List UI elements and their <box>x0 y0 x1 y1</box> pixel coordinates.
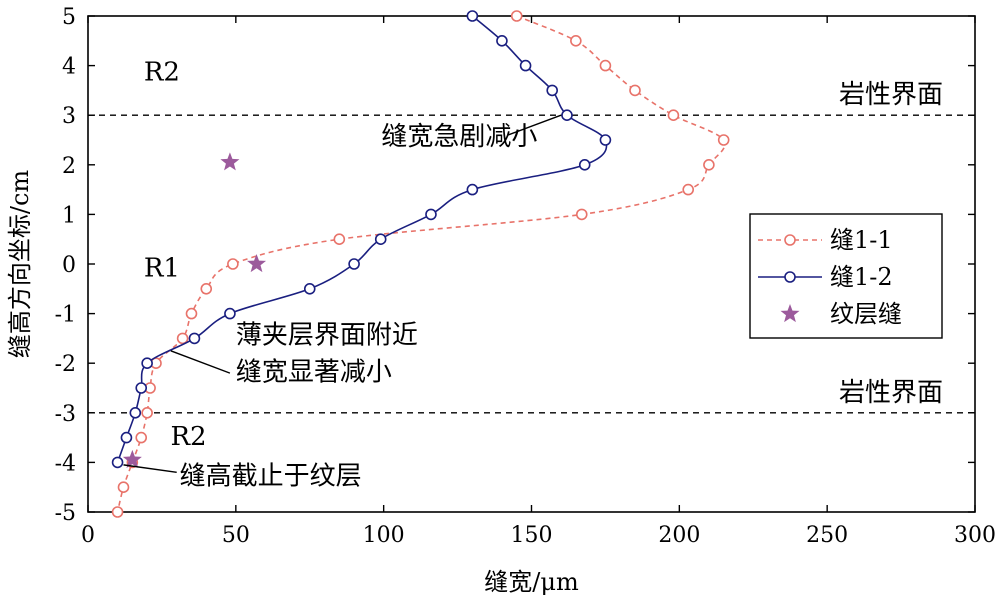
y-tick-label: 5 <box>62 5 76 30</box>
data-point <box>682 183 695 196</box>
region-label: R2 <box>170 422 206 452</box>
legend: 缝1-1 缝1-2 纹层缝 <box>749 213 943 339</box>
x-tick-label: 150 <box>511 523 553 548</box>
data-point <box>374 233 387 245</box>
x-tick-label: 0 <box>81 523 95 548</box>
data-point <box>135 431 148 444</box>
data-point <box>129 406 142 419</box>
data-point <box>570 34 582 47</box>
y-tick-label: 4 <box>62 55 76 80</box>
y-axis-label: 缝高方向坐标/cm <box>6 170 34 359</box>
data-point <box>546 84 558 97</box>
annotation-text: 薄夹层界面附近 <box>236 320 418 350</box>
legend-box <box>749 213 943 339</box>
data-point <box>185 307 198 320</box>
y-tick-label: -1 <box>55 303 76 328</box>
x-tick-label: 300 <box>954 523 996 548</box>
legend-label: 纹层缝 <box>830 300 902 328</box>
data-point <box>629 84 641 97</box>
series-layer <box>111 10 730 518</box>
data-point <box>111 506 124 518</box>
data-point <box>578 159 591 171</box>
legend-item: 缝1-1 <box>758 226 893 254</box>
data-point <box>141 357 153 370</box>
region-label: R2 <box>144 57 180 87</box>
x-tick-label: 250 <box>806 523 848 548</box>
y-tick-label: 0 <box>62 253 76 278</box>
data-point <box>135 382 148 394</box>
region-label: R1 <box>144 253 180 283</box>
data-point <box>667 109 680 121</box>
data-point <box>466 10 479 22</box>
data-point <box>333 233 346 245</box>
annotation-text: 缝宽急剧减小 <box>381 122 537 152</box>
x-tick-label: 100 <box>363 523 405 548</box>
y-tick-label: -4 <box>55 451 76 476</box>
series-line <box>116 15 608 463</box>
data-point <box>348 258 360 270</box>
data-point <box>519 59 532 72</box>
series-1 <box>111 10 730 518</box>
y-tick-label: 2 <box>62 154 76 179</box>
data-point <box>227 258 239 270</box>
annotation-pointer <box>170 350 231 374</box>
series-3 <box>122 152 267 469</box>
legend-label: 缝1-2 <box>830 263 893 291</box>
data-point <box>120 431 133 444</box>
data-point <box>176 332 189 345</box>
annotation-pointer <box>507 114 562 136</box>
star-marker <box>247 254 267 273</box>
annotation-pointer <box>123 464 177 474</box>
data-point <box>599 134 612 146</box>
legend-marker <box>784 271 796 283</box>
data-point <box>200 282 213 295</box>
star-marker <box>122 449 142 469</box>
data-point <box>303 282 316 295</box>
legend-item: 纹层缝 <box>780 300 902 328</box>
reference-line-label: 岩性界面 <box>839 378 943 408</box>
data-point <box>599 59 612 72</box>
data-point <box>141 406 153 419</box>
data-point <box>425 208 437 221</box>
legend-marker <box>784 234 796 246</box>
data-point <box>111 456 124 469</box>
data-point <box>117 481 130 494</box>
y-tick-label: -3 <box>55 402 76 427</box>
data-point <box>466 183 479 196</box>
reference-line-label: 岩性界面 <box>839 80 943 110</box>
data-point <box>496 34 508 47</box>
data-point <box>224 307 236 320</box>
series-line <box>116 15 726 513</box>
legend-item: 缝1-2 <box>758 263 893 291</box>
x-tick-label: 200 <box>658 523 700 548</box>
data-point <box>510 10 523 22</box>
star-marker <box>220 152 240 171</box>
y-tick-label: 3 <box>62 104 76 129</box>
x-axis-label: 缝宽/μm <box>484 568 579 596</box>
data-point <box>575 208 588 221</box>
annotation-text: 缝高截止于纹层 <box>180 462 362 492</box>
data-point <box>561 109 573 121</box>
data-point <box>188 332 201 345</box>
y-tick-label: 1 <box>62 203 76 228</box>
data-point <box>703 159 715 171</box>
legend-marker <box>780 304 800 323</box>
axes: 0 50 100 150 200 250 300 -5 -4 -3 -2 -1 0 1 2 3 4 5 缝宽/μm 缝… <box>6 5 996 596</box>
x-tick-label: 50 <box>222 523 250 548</box>
series-2 <box>111 10 612 469</box>
y-tick-label: -2 <box>55 352 76 377</box>
data-point <box>717 134 730 146</box>
y-tick-label: -5 <box>55 501 76 526</box>
legend-label: 缝1-1 <box>830 226 893 254</box>
annotation-text: 缝宽显著减小 <box>236 357 392 387</box>
